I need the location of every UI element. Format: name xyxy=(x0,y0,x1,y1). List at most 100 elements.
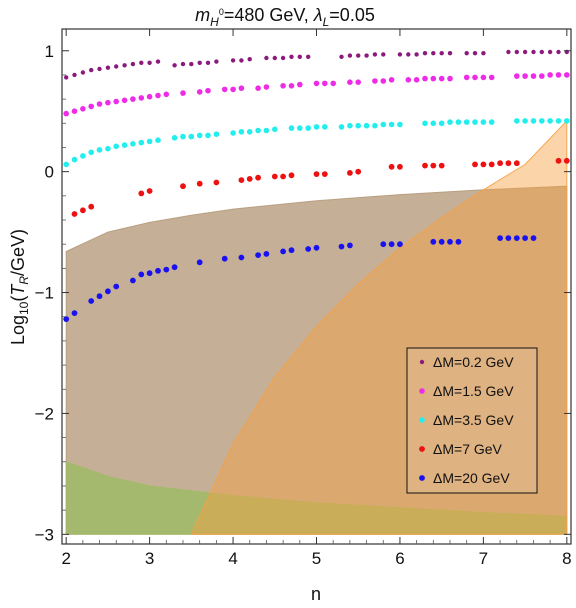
data-point-series-0 xyxy=(72,73,76,77)
data-point-series-0 xyxy=(373,52,377,56)
data-point-series-0 xyxy=(139,61,143,65)
data-point-series-3 xyxy=(389,164,395,170)
data-point-series-2 xyxy=(122,142,128,148)
data-point-series-0 xyxy=(339,55,343,59)
y-tick-label: −3 xyxy=(35,525,54,544)
data-point-series-2 xyxy=(247,129,253,135)
data-point-series-0 xyxy=(239,58,243,62)
data-point-series-1 xyxy=(347,79,353,85)
data-point-series-2 xyxy=(130,141,136,147)
data-point-series-4 xyxy=(105,288,111,294)
data-point-series-2 xyxy=(139,140,145,146)
data-point-series-4 xyxy=(172,264,178,270)
data-point-series-1 xyxy=(389,77,395,83)
data-point-series-0 xyxy=(122,63,126,67)
data-point-series-0 xyxy=(214,59,218,63)
data-point-series-3 xyxy=(138,191,144,197)
data-point-series-2 xyxy=(456,119,462,125)
data-point-series-0 xyxy=(147,61,151,65)
data-point-series-3 xyxy=(481,162,487,168)
data-point-series-2 xyxy=(431,121,437,127)
data-point-series-3 xyxy=(147,188,153,194)
data-point-series-2 xyxy=(539,118,545,124)
data-point-series-0 xyxy=(556,50,560,54)
data-point-series-0 xyxy=(356,53,360,57)
data-point-series-1 xyxy=(155,93,161,99)
data-point-series-1 xyxy=(564,72,570,78)
data-point-series-2 xyxy=(197,133,203,139)
data-point-series-4 xyxy=(197,259,203,265)
data-point-series-4 xyxy=(155,268,161,274)
data-point-series-4 xyxy=(447,239,453,245)
data-point-series-3 xyxy=(347,170,353,176)
data-point-series-1 xyxy=(205,88,211,94)
x-tick-label: 4 xyxy=(228,549,237,568)
data-point-series-2 xyxy=(230,130,236,136)
data-point-series-1 xyxy=(297,82,303,88)
data-point-series-0 xyxy=(540,50,544,54)
legend-marker xyxy=(419,417,425,423)
data-point-series-2 xyxy=(172,135,178,141)
data-point-series-0 xyxy=(381,52,385,56)
data-point-series-4 xyxy=(389,241,395,247)
data-point-series-2 xyxy=(155,137,161,143)
data-point-series-0 xyxy=(406,52,410,56)
data-point-series-3 xyxy=(355,169,361,175)
data-point-series-2 xyxy=(381,122,387,128)
data-point-series-3 xyxy=(422,163,428,169)
data-point-series-2 xyxy=(464,119,470,125)
data-point-series-4 xyxy=(88,298,94,304)
data-point-series-4 xyxy=(239,255,245,261)
data-point-series-1 xyxy=(422,76,428,82)
data-point-series-0 xyxy=(531,50,535,54)
data-point-series-2 xyxy=(372,123,378,129)
data-point-series-2 xyxy=(472,119,478,125)
data-point-series-1 xyxy=(122,98,128,104)
data-point-series-4 xyxy=(531,235,537,241)
data-point-series-1 xyxy=(406,77,412,83)
data-point-series-1 xyxy=(164,92,170,98)
data-point-series-1 xyxy=(439,76,445,82)
data-point-series-1 xyxy=(139,95,145,101)
data-point-series-1 xyxy=(414,77,420,83)
data-point-series-1 xyxy=(222,87,228,93)
data-point-series-2 xyxy=(189,134,195,140)
data-point-series-4 xyxy=(280,249,286,255)
data-point-series-2 xyxy=(364,123,370,129)
data-point-series-3 xyxy=(556,158,562,164)
data-point-series-4 xyxy=(289,247,295,253)
legend: ΔM=0.2 GeV ΔM=1.5 GeV ΔM=3.5 GeV ΔM=7 GeV ΔM… xyxy=(407,348,537,493)
data-point-series-0 xyxy=(89,68,93,72)
data-point-series-2 xyxy=(314,124,320,130)
data-point-series-2 xyxy=(205,133,211,139)
data-point-series-3 xyxy=(80,207,86,213)
data-point-series-2 xyxy=(547,118,553,124)
data-point-series-1 xyxy=(472,75,478,81)
legend-label: ΔM=3.5 GeV xyxy=(433,412,514,428)
data-point-series-2 xyxy=(556,118,562,124)
x-tick-label: 8 xyxy=(562,549,571,568)
data-point-series-3 xyxy=(272,174,278,180)
data-point-series-3 xyxy=(88,204,94,210)
data-point-series-2 xyxy=(322,124,328,130)
data-point-series-1 xyxy=(147,94,153,100)
data-point-series-0 xyxy=(81,70,85,74)
data-point-series-0 xyxy=(481,51,485,55)
data-point-series-1 xyxy=(264,84,270,90)
data-point-series-0 xyxy=(465,51,469,55)
data-point-series-1 xyxy=(88,104,94,110)
data-point-series-2 xyxy=(339,124,345,130)
data-point-series-2 xyxy=(439,121,445,127)
data-point-series-2 xyxy=(305,125,311,131)
data-point-series-1 xyxy=(539,73,545,79)
data-point-series-3 xyxy=(214,180,220,186)
data-point-series-1 xyxy=(522,73,528,79)
data-point-series-0 xyxy=(448,51,452,55)
data-point-series-2 xyxy=(522,118,528,124)
data-point-series-4 xyxy=(397,241,403,247)
y-axis-label: Log10(TR/GeV) xyxy=(8,229,31,345)
data-point-series-4 xyxy=(339,244,345,250)
data-point-series-1 xyxy=(481,75,487,81)
data-point-series-2 xyxy=(80,153,86,159)
data-point-series-2 xyxy=(347,123,353,129)
